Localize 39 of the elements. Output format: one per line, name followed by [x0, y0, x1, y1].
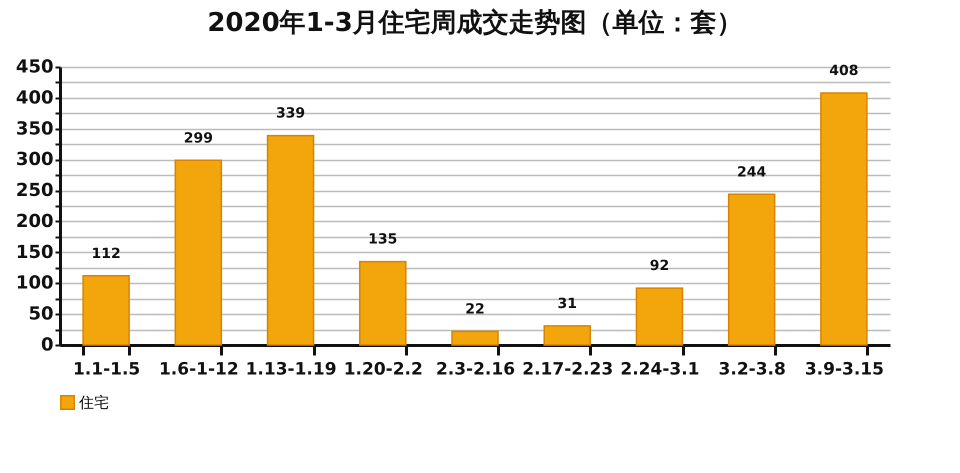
y-tick-label: 450 — [16, 56, 54, 78]
data-label: 339 — [276, 106, 306, 122]
x-tick-label: 1.20-2.2 — [344, 360, 423, 380]
bar — [266, 134, 314, 346]
chart-title: 2020年1-3月住宅周成交走势图（单位：套） — [207, 8, 743, 38]
bar — [82, 275, 130, 346]
y-tick-label: 200 — [16, 210, 54, 232]
bar — [451, 330, 499, 346]
x-tick-label: 2.17-2.23 — [522, 360, 614, 380]
data-label: 31 — [557, 296, 577, 312]
y-tick-label: 0 — [40, 334, 54, 356]
x-tick-label: 2.3-2.16 — [436, 360, 516, 380]
data-label: 299 — [184, 130, 213, 146]
y-tick-label: 150 — [16, 242, 54, 263]
x-tick-label: 3.9-3.15 — [804, 360, 884, 380]
y-tick-label: 100 — [16, 272, 54, 294]
data-label: 244 — [737, 164, 767, 180]
x-tick-label: 1.6-1-12 — [158, 360, 239, 380]
x-tick-label: 3.2-3.8 — [718, 360, 786, 380]
x-tick-label: 1.1-1.5 — [72, 360, 140, 380]
bar — [359, 260, 407, 346]
data-label: 408 — [829, 62, 859, 79]
legend-label: 住宅 — [78, 394, 109, 412]
bar — [820, 92, 868, 346]
y-tick-label: 350 — [16, 118, 54, 140]
y-tick-label: 250 — [16, 180, 54, 202]
x-tick-label: 1.13-1.19 — [246, 360, 337, 380]
x-tick-label: 2.24-3.1 — [620, 360, 700, 380]
data-label: 92 — [650, 258, 670, 274]
bar — [543, 325, 591, 346]
bar — [636, 287, 684, 346]
y-tick-label: 300 — [16, 149, 54, 170]
y-tick-label: 50 — [28, 304, 54, 325]
data-label: 135 — [368, 232, 398, 248]
bar — [728, 194, 776, 346]
data-label: 22 — [465, 301, 485, 318]
data-label: 112 — [91, 246, 121, 262]
y-tick-label: 400 — [16, 87, 54, 108]
bar — [174, 160, 222, 346]
